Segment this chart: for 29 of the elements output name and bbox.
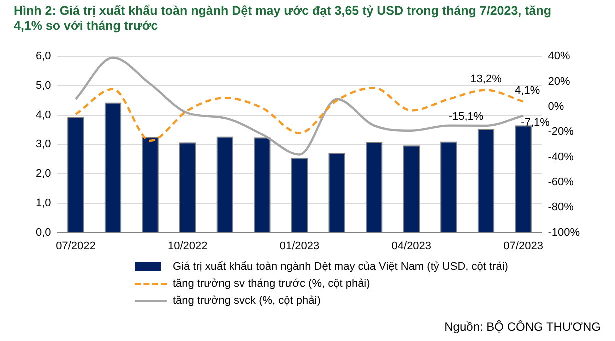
legend-label: Giá trị xuất khẩu toàn ngành Dệt may của Việt Nam (tỷ USD, cột trái): [173, 260, 508, 272]
data-label: -15,1%: [448, 110, 484, 123]
legend-label: tăng trưởng sv tháng trước (%, cột phải): [173, 278, 370, 290]
y2-tick-label: 20%: [548, 76, 570, 88]
y2-tick-label: 0%: [548, 100, 564, 113]
y2-tick-label: -40%: [548, 151, 574, 164]
text: Nguồn: BỘ CÔNG THƯƠNG: [444, 320, 601, 334]
y-tick-label: 4,0: [36, 109, 52, 122]
x-tick-label: 10/2022: [168, 240, 208, 252]
x-tick-label: 07/2022: [56, 240, 96, 252]
y2-tick-label: 40%: [548, 50, 570, 63]
legend-label: tăng trưởng svck (%, cột phải): [173, 294, 321, 306]
data-label: -7,1%: [521, 116, 550, 129]
y2-tick-label: -80%: [548, 202, 574, 214]
y-tick-label: 2,0: [36, 168, 52, 180]
y-tick-label: 6,0: [36, 50, 52, 63]
x-tick-label: 07/2023: [504, 240, 544, 252]
data-label: 13,2%: [470, 73, 502, 86]
data-label: 4,1%: [515, 84, 540, 97]
y2-tick-label: -60%: [548, 176, 574, 188]
x-tick-label: 01/2023: [280, 240, 320, 252]
y-tick-label: 3,0: [36, 138, 52, 151]
y-tick-label: 1,0: [36, 197, 52, 210]
chart-title: Hình 2: Giá trị xuất khẩu toàn ngành Dệt may ước đạt 3,65 tỷ USD trong tháng 7/2023, tăng 4,1% so với tháng trước: [14, 4, 552, 34]
y-tick-label: 0,0: [36, 226, 52, 239]
y-tick-label: 5,0: [36, 80, 52, 92]
y2-tick-label: -20%: [548, 126, 574, 138]
y2-tick-label: -100%: [548, 226, 580, 239]
x-tick-label: 04/2023: [392, 240, 432, 252]
